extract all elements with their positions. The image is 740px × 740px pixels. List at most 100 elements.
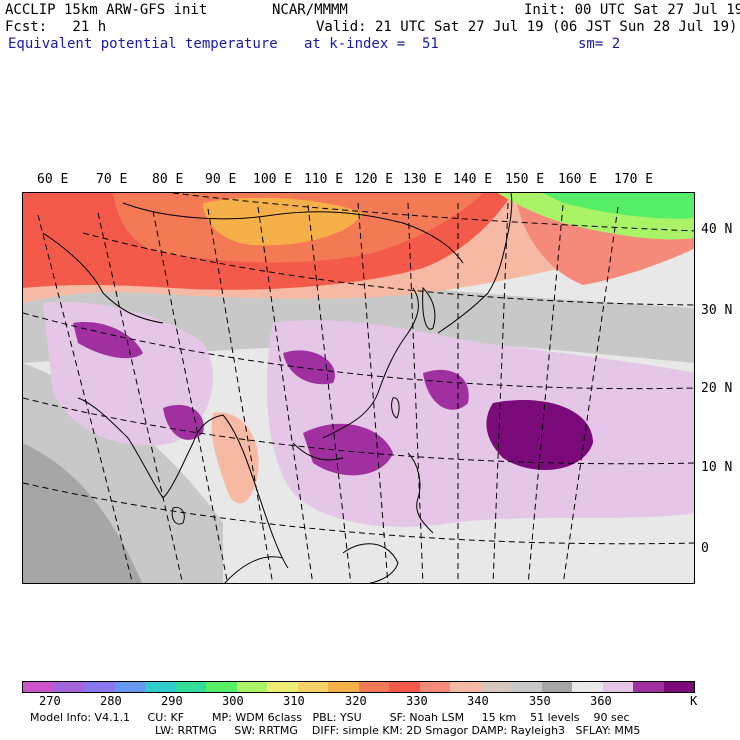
coastline-korea	[422, 286, 436, 330]
field-band-370	[163, 404, 204, 440]
colorbar-tick: 330	[406, 694, 428, 708]
lon-label: 70 E	[96, 172, 128, 187]
field-band-365	[267, 320, 694, 527]
coastline-gulf-thailand	[292, 442, 344, 461]
field-band-340	[211, 412, 259, 504]
colorbar-swatch-17	[541, 682, 572, 692]
lon-label: 90 E	[205, 172, 237, 187]
colorbar-tick: 320	[345, 694, 367, 708]
forecast-hour: Fcst: 21 h	[5, 19, 107, 35]
colorbar-swatch-13	[419, 682, 450, 692]
lon-label: 160 E	[558, 172, 598, 187]
colorbar	[22, 681, 695, 693]
lon-label: 80 E	[152, 172, 184, 187]
product-title: ACCLIP 15km ARW-GFS init	[5, 2, 208, 18]
colorbar-tick: 360	[590, 694, 612, 708]
lat-label: 20 N	[701, 381, 733, 396]
colorbar-swatch-5	[175, 682, 206, 692]
colorbar-swatch-16	[511, 682, 542, 692]
field-band-370	[423, 369, 469, 410]
colorbar-swatch-3	[114, 682, 145, 692]
colorbar-tick: 350	[529, 694, 551, 708]
border-west-china	[42, 232, 164, 324]
lon-line-90	[207, 208, 274, 583]
lat-line-30	[82, 232, 694, 306]
level-index: at k-index = 51	[304, 36, 439, 52]
smoothing-label: sm= 2	[578, 36, 621, 52]
lon-label: 130 E	[403, 172, 443, 187]
colorbar-tick: 290	[161, 694, 183, 708]
colorbar-swatch-21	[663, 682, 694, 692]
border-mongolia	[122, 202, 464, 264]
graticule	[23, 193, 694, 583]
lon-label: 150 E	[505, 172, 545, 187]
theta-e-map	[22, 192, 695, 584]
valid-time: Valid: 21 UTC Sat 27 Jul 19 (06 JST Sun …	[316, 19, 738, 35]
coastline-sri-lanka	[171, 506, 185, 525]
colorbar-swatch-15	[480, 682, 511, 692]
lon-line-110	[307, 204, 352, 583]
colorbar-tick: 310	[283, 694, 305, 708]
organization-label: NCAR/MMMM	[272, 2, 348, 18]
colorbar-swatch-14	[450, 682, 481, 692]
colorbar-swatch-19	[602, 682, 633, 692]
coastline-philippines	[407, 452, 434, 534]
model-info-line2: LW: RRTMG SW: RRTMG DIFF: simple KM: 2D …	[155, 724, 641, 737]
colorbar-unit: K	[690, 694, 698, 708]
lat-label: 10 N	[701, 460, 733, 475]
lat-label: 40 N	[701, 222, 733, 237]
colorbar-tick: 340	[467, 694, 489, 708]
colorbar-swatch-8	[267, 682, 298, 692]
colorbar-tick: 270	[39, 694, 61, 708]
colorbar-swatch-0	[23, 682, 54, 692]
field-band-305	[543, 193, 694, 219]
colorbar-swatch-2	[84, 682, 115, 692]
lon-line-60	[37, 214, 134, 583]
lon-line-80	[152, 210, 229, 583]
coastline-japan	[437, 193, 513, 334]
colorbar-swatch-20	[633, 682, 664, 692]
lat-label: 30 N	[701, 303, 733, 318]
lat-line-20	[23, 312, 694, 390]
colorbar-swatch-4	[145, 682, 176, 692]
colorbar-swatch-12	[389, 682, 420, 692]
field-band-320	[203, 197, 363, 246]
colorbar-swatch-6	[206, 682, 237, 692]
lon-line-120	[357, 202, 389, 583]
lon-line-100	[257, 206, 314, 583]
model-info-line1: Model Info: V4.1.1 CU: KF MP: WDM 6class…	[30, 711, 630, 724]
field-name: Equivalent potential temperature	[8, 36, 278, 52]
colorbar-swatch-9	[297, 682, 328, 692]
lon-line-130	[407, 202, 424, 583]
colorbar-swatch-11	[358, 682, 389, 692]
lon-label: 110 E	[304, 172, 344, 187]
colorbar-tick: 300	[222, 694, 244, 708]
lon-label: 120 E	[354, 172, 394, 187]
lon-line-70	[97, 212, 184, 583]
coastline-india	[77, 397, 224, 499]
field-band-375	[486, 399, 593, 470]
map-svg	[23, 193, 694, 583]
coastline-indochina	[222, 414, 289, 569]
lon-label: 100 E	[253, 172, 293, 187]
coastline-sumatra	[224, 556, 284, 583]
colorbar-swatch-18	[572, 682, 603, 692]
field-band-370	[283, 350, 335, 385]
lat-label: 0	[701, 541, 709, 556]
lon-label: 60 E	[37, 172, 69, 187]
coastlines	[42, 193, 513, 583]
init-time: Init: 00 UTC Sat 27 Jul 19	[524, 2, 740, 18]
coastline-taiwan	[391, 397, 400, 419]
colorbar-swatch-1	[53, 682, 84, 692]
colorbar-swatch-10	[328, 682, 359, 692]
lon-label: 170 E	[614, 172, 654, 187]
lon-line-150	[492, 202, 509, 583]
field-band-345	[23, 443, 143, 583]
lon-line-160	[527, 204, 564, 583]
lon-line-170	[562, 206, 619, 583]
lon-label: 140 E	[453, 172, 493, 187]
field-band-370	[73, 322, 143, 359]
coastline-china	[322, 287, 419, 439]
colorbar-swatch-7	[236, 682, 267, 692]
colorbar-tick: 280	[100, 694, 122, 708]
